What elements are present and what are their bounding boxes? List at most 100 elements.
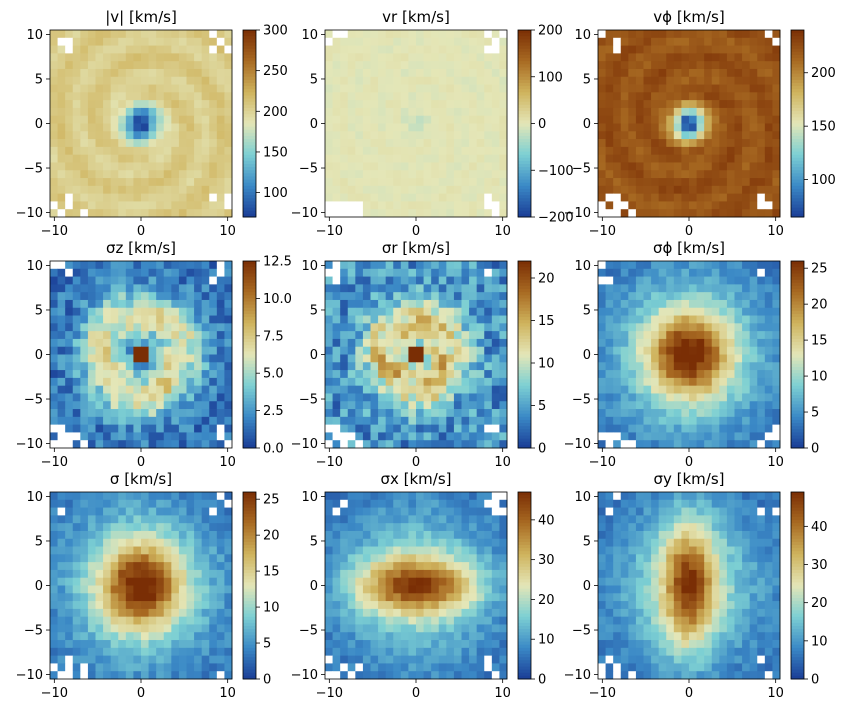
heatmap-cell	[209, 37, 218, 46]
heatmap-cell	[148, 45, 157, 54]
heatmap-cell	[103, 131, 112, 140]
heatmap-cell	[57, 354, 66, 363]
heatmap-cell	[224, 546, 233, 555]
heatmap-cell	[118, 284, 127, 293]
heatmap-cell	[209, 393, 218, 402]
colorbar-segment	[791, 273, 804, 278]
heatmap-cell	[95, 370, 104, 379]
heatmap-cell	[704, 209, 713, 218]
heatmap-cell	[224, 523, 233, 532]
heatmap-cell	[400, 139, 409, 148]
colorbar-segment	[791, 176, 804, 181]
heatmap-cell	[347, 507, 356, 516]
heatmap-cell	[628, 30, 637, 39]
heatmap-cell	[186, 515, 195, 524]
heatmap-cell	[643, 185, 652, 195]
heatmap-cell	[431, 354, 440, 363]
heatmap-cell	[711, 154, 720, 163]
heatmap-cell	[224, 30, 233, 39]
heatmap-cell	[355, 68, 364, 78]
heatmap-cell	[408, 346, 417, 355]
heatmap-cell	[325, 393, 333, 402]
heatmap-cell	[438, 377, 447, 387]
colorbar-tick-label: 150	[811, 120, 836, 135]
heatmap-cell	[613, 338, 622, 348]
heatmap-cell	[163, 523, 172, 532]
heatmap-cell	[163, 370, 172, 379]
heatmap-cell	[133, 170, 142, 179]
heatmap-cell	[178, 139, 187, 148]
heatmap-cell	[742, 209, 751, 218]
heatmap-cell	[95, 432, 104, 441]
heatmap-cell	[340, 178, 349, 187]
heatmap-cell	[643, 393, 652, 402]
heatmap-cell	[423, 201, 432, 210]
heatmap-cell	[453, 178, 462, 187]
heatmap-cell	[453, 499, 462, 508]
heatmap-cell	[362, 284, 371, 293]
heatmap-cell	[141, 193, 149, 202]
heatmap-cell	[749, 84, 758, 93]
heatmap-cell	[118, 107, 127, 117]
heatmap-cell	[423, 30, 432, 39]
heatmap-cell	[171, 507, 180, 516]
heatmap-cell	[423, 76, 432, 85]
heatmap-cell	[378, 492, 387, 501]
heatmap-cell	[50, 299, 58, 309]
heatmap-cell	[118, 123, 127, 132]
heatmap-cell	[749, 131, 758, 140]
heatmap-cell	[711, 170, 720, 179]
heatmap-cell	[95, 655, 104, 664]
heatmap-cell	[408, 416, 417, 426]
heatmap-cell	[704, 53, 713, 62]
heatmap-cell	[332, 45, 341, 54]
heatmap-cell	[400, 170, 409, 179]
heatmap-cell	[757, 131, 766, 140]
heatmap-cell	[696, 331, 705, 340]
heatmap-cell	[156, 393, 165, 402]
heatmap-cell	[400, 115, 409, 124]
colorbar-segment	[518, 395, 531, 399]
heatmap-cell	[103, 671, 112, 680]
heatmap-cell	[103, 546, 112, 555]
heatmap-cell	[378, 276, 387, 285]
colorbar-segment	[243, 98, 256, 103]
heatmap-cell	[423, 562, 432, 571]
heatmap-cell	[72, 338, 81, 348]
heatmap-cell	[764, 30, 773, 39]
panel-title: σ [km/s]	[110, 470, 172, 488]
heatmap-cell	[598, 45, 606, 54]
heatmap-cell	[103, 338, 112, 348]
heatmap-cell	[408, 323, 417, 332]
heatmap-cell	[764, 299, 773, 309]
heatmap-cell	[628, 115, 637, 124]
heatmap-cell	[431, 401, 440, 410]
heatmap-cell	[201, 569, 210, 579]
heatmap-cell	[446, 292, 455, 301]
heatmap-cell	[110, 370, 119, 379]
heatmap-cell	[50, 616, 58, 625]
heatmap-cell	[141, 515, 149, 524]
heatmap-cell	[347, 362, 356, 371]
heatmap-cell	[95, 346, 104, 355]
heatmap-cell	[57, 601, 66, 610]
heatmap-cell	[65, 84, 74, 93]
heatmap-cell	[689, 100, 697, 109]
colorbar-frame	[790, 29, 805, 218]
heatmap-cell	[148, 663, 157, 672]
heatmap-cell	[209, 624, 218, 633]
heatmap-cell	[643, 146, 652, 156]
colorbar-segment	[243, 376, 256, 380]
heatmap-cell	[613, 139, 622, 148]
colorbar-segment	[791, 195, 804, 199]
heatmap-cell	[757, 323, 766, 332]
heatmap-cell	[103, 515, 112, 524]
heatmap-cell	[658, 154, 667, 163]
heatmap-cell	[461, 323, 470, 332]
heatmap-cell	[446, 338, 455, 348]
heatmap-cell	[651, 45, 660, 54]
colorbar-segment	[791, 142, 804, 146]
colorbar-segment	[791, 323, 804, 327]
heatmap-cell	[209, 377, 218, 387]
heatmap-cell	[80, 37, 89, 46]
